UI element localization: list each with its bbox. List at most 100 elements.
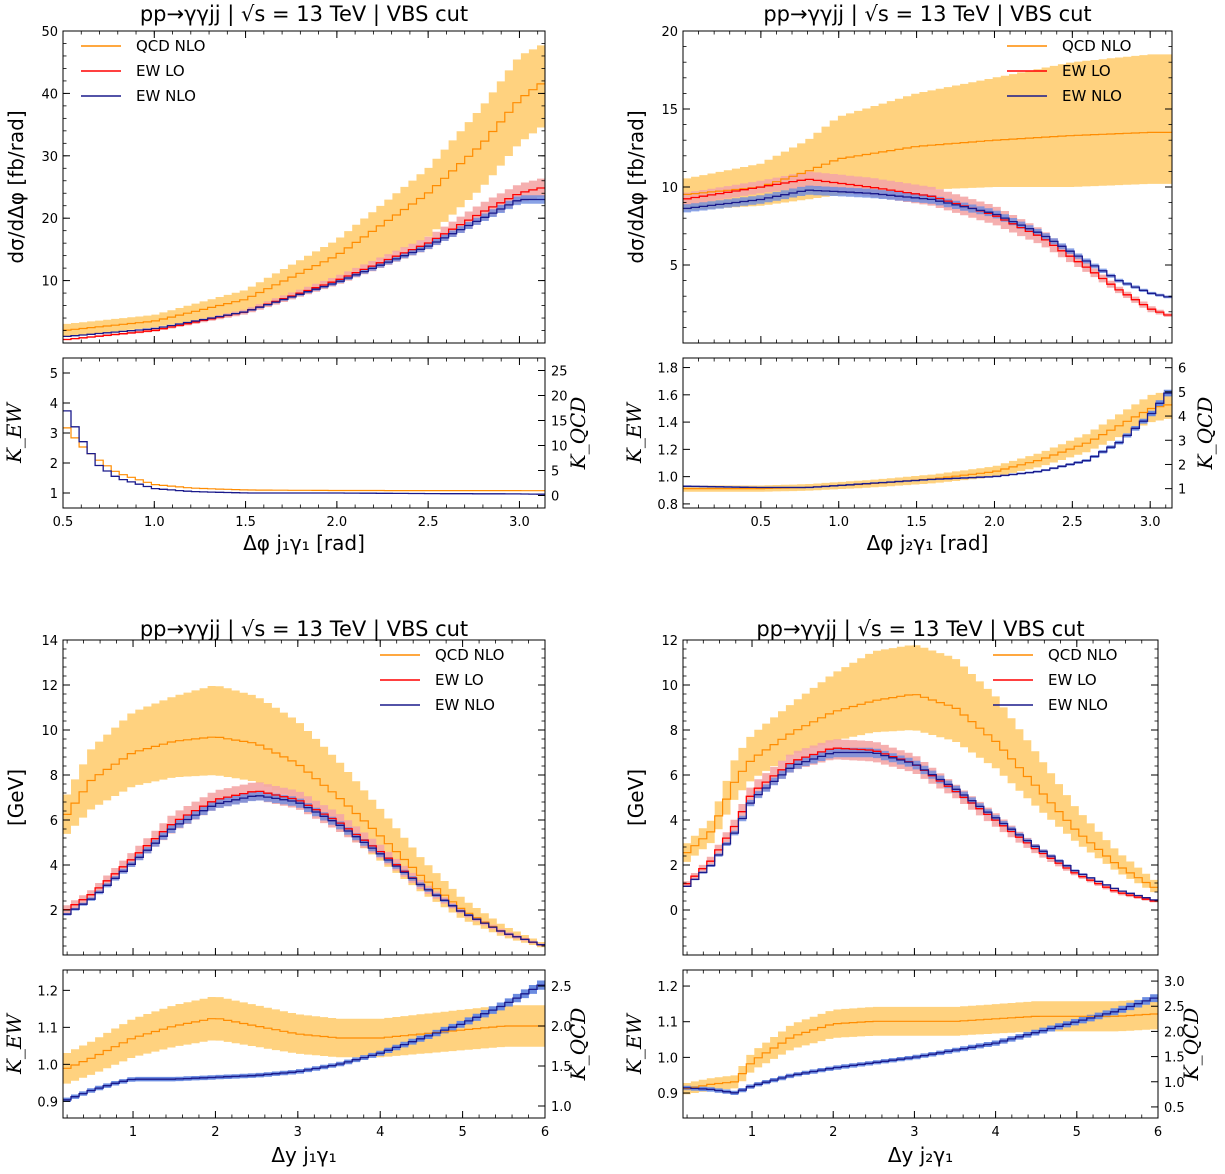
y-tick-label: 50 bbox=[41, 25, 58, 40]
y-tick-label: 10 bbox=[661, 679, 678, 694]
k-ew-tick-label: 0.9 bbox=[657, 1087, 678, 1102]
ratio-plot-frame bbox=[682, 969, 1159, 1119]
k-qcd-tick-label: 0 bbox=[551, 490, 559, 505]
y-tick-label: 20 bbox=[41, 212, 58, 227]
k-qcd-tick-label: 3 bbox=[1178, 434, 1186, 449]
ew-lo-band bbox=[683, 171, 1172, 317]
y-tick-label: 10 bbox=[661, 181, 678, 196]
chart-title: pp→γγjj | √s = 13 TeV | VBS cut bbox=[140, 617, 468, 642]
y-axis-label: dσ/dΔφ [fb/rad] bbox=[4, 110, 28, 263]
y-tick-label: 2 bbox=[50, 904, 58, 919]
qcd-nlo-line bbox=[63, 83, 545, 331]
k-ew-tick-label: 1.0 bbox=[37, 1058, 58, 1073]
x-tick-label: 6 bbox=[541, 1125, 549, 1140]
k-ew-tick-label: 4 bbox=[50, 397, 58, 412]
k-ew-tick-label: 1.2 bbox=[657, 443, 678, 458]
ratio-plot-area bbox=[63, 410, 545, 495]
k-ew-axis-label: K_EW bbox=[622, 1013, 646, 1076]
k-qcd-line bbox=[63, 427, 545, 492]
k-qcd-axis-label: K_QCD bbox=[566, 1008, 590, 1082]
ew-nlo-line bbox=[63, 795, 545, 946]
qcd-nlo-band bbox=[63, 686, 545, 948]
k-qcd-tick-label: 5 bbox=[1178, 386, 1186, 401]
x-tick-label: 4 bbox=[376, 1125, 384, 1140]
k-ew-tick-label: 3 bbox=[50, 427, 58, 442]
k-ew-tick-label: 1.1 bbox=[37, 1021, 58, 1036]
y-axis-label: dσ/dΔφ [fb/rad] bbox=[624, 110, 648, 263]
legend: QCD NLO EW LO EW NLO bbox=[1007, 37, 1131, 105]
k-ew-tick-label: 1.2 bbox=[37, 984, 58, 999]
k-qcd-tick-label: 15 bbox=[551, 415, 568, 430]
ratio-plot-frame bbox=[62, 969, 546, 1119]
x-tick-label: 1 bbox=[129, 1125, 137, 1140]
x-tick-label: 4 bbox=[991, 1125, 999, 1140]
k-qcd-band bbox=[683, 998, 1158, 1095]
legend: QCD NLO EW LO EW NLO bbox=[81, 37, 205, 105]
chart-panel-2: pp→γγjj | √s = 13 TeV | VBS cut5101520dσ… bbox=[622, 2, 1217, 555]
k-qcd-tick-label: 1.0 bbox=[551, 1100, 572, 1115]
y-tick-label: 15 bbox=[661, 103, 678, 118]
y-tick-label: 4 bbox=[50, 859, 58, 874]
x-tick-label: 3.0 bbox=[1140, 515, 1161, 530]
ew-nlo-line bbox=[63, 198, 545, 338]
k-qcd-band bbox=[683, 390, 1172, 492]
k-ew-tick-label: 1.0 bbox=[657, 1051, 678, 1066]
k-qcd-tick-label: 10 bbox=[551, 440, 568, 455]
k-qcd-line bbox=[683, 1013, 1158, 1090]
legend-label: EW NLO bbox=[1062, 87, 1122, 105]
k-ew-line bbox=[63, 984, 545, 1101]
legend-label: EW LO bbox=[1048, 671, 1097, 689]
ratio-plot-area bbox=[63, 980, 545, 1102]
k-ew-line bbox=[63, 410, 545, 495]
legend-label: EW NLO bbox=[1048, 696, 1108, 714]
k-qcd-tick-label: 2 bbox=[1178, 458, 1186, 473]
x-tick-label: 3 bbox=[910, 1125, 918, 1140]
legend-label: EW LO bbox=[435, 671, 484, 689]
legend-label: EW NLO bbox=[136, 87, 196, 105]
y-tick-label: 40 bbox=[41, 87, 58, 102]
k-ew-axis-label: K_EW bbox=[2, 402, 26, 465]
k-ew-line bbox=[683, 392, 1172, 489]
k-ew-axis-label: K_EW bbox=[2, 1013, 26, 1076]
y-tick-label: 6 bbox=[50, 814, 58, 829]
ew-nlo-line bbox=[683, 189, 1172, 298]
k-qcd-tick-label: 2.5 bbox=[551, 980, 572, 995]
chart-title: pp→γγjj | √s = 13 TeV | VBS cut bbox=[756, 617, 1084, 642]
k-qcd-tick-label: 2.5 bbox=[1164, 1000, 1185, 1015]
legend-label: QCD NLO bbox=[435, 646, 504, 664]
legend-label: EW NLO bbox=[435, 696, 495, 714]
x-tick-label: 2 bbox=[829, 1125, 837, 1140]
k-qcd-tick-label: 4 bbox=[1178, 410, 1186, 425]
main-plot-area bbox=[683, 645, 1158, 903]
ratio-plot-area bbox=[683, 994, 1158, 1095]
y-tick-label: 4 bbox=[670, 814, 678, 829]
chart-title: pp→γγjj | √s = 13 TeV | VBS cut bbox=[140, 2, 468, 27]
k-ew-tick-label: 1.6 bbox=[657, 389, 678, 404]
k-qcd-band bbox=[63, 997, 545, 1084]
k-ew-tick-label: 1.8 bbox=[657, 362, 678, 377]
ratio-plot-frame bbox=[682, 357, 1173, 509]
chart-title: pp→γγjj | √s = 13 TeV | VBS cut bbox=[763, 2, 1091, 27]
k-qcd-tick-label: 3.0 bbox=[1164, 975, 1185, 990]
ew-lo-line bbox=[683, 178, 1172, 316]
k-ew-axis-label: K_EW bbox=[622, 402, 646, 465]
k-ew-tick-label: 0.8 bbox=[657, 498, 678, 513]
y-tick-label: 30 bbox=[41, 150, 58, 165]
y-tick-label: 8 bbox=[50, 769, 58, 784]
x-tick-label: 0.5 bbox=[751, 515, 772, 530]
x-tick-label: 3 bbox=[294, 1125, 302, 1140]
legend-label: QCD NLO bbox=[136, 37, 205, 55]
legend-label: QCD NLO bbox=[1048, 646, 1117, 664]
x-axis-label: Δφ j₁γ₁ [rad] bbox=[243, 531, 365, 555]
x-tick-label: 2 bbox=[211, 1125, 219, 1140]
y-tick-label: 0 bbox=[670, 904, 678, 919]
chart-panel-3: pp→γγjj | √s = 13 TeV | VBS cut246810121… bbox=[2, 617, 590, 1167]
x-axis-label: Δφ j₂γ₁ [rad] bbox=[867, 531, 989, 555]
k-ew-line bbox=[683, 997, 1158, 1094]
main-plot-frame bbox=[682, 639, 1159, 956]
main-plot-frame bbox=[62, 639, 546, 956]
legend-label: EW LO bbox=[136, 62, 185, 80]
y-tick-label: 12 bbox=[661, 634, 678, 649]
k-qcd-line bbox=[63, 1018, 545, 1069]
